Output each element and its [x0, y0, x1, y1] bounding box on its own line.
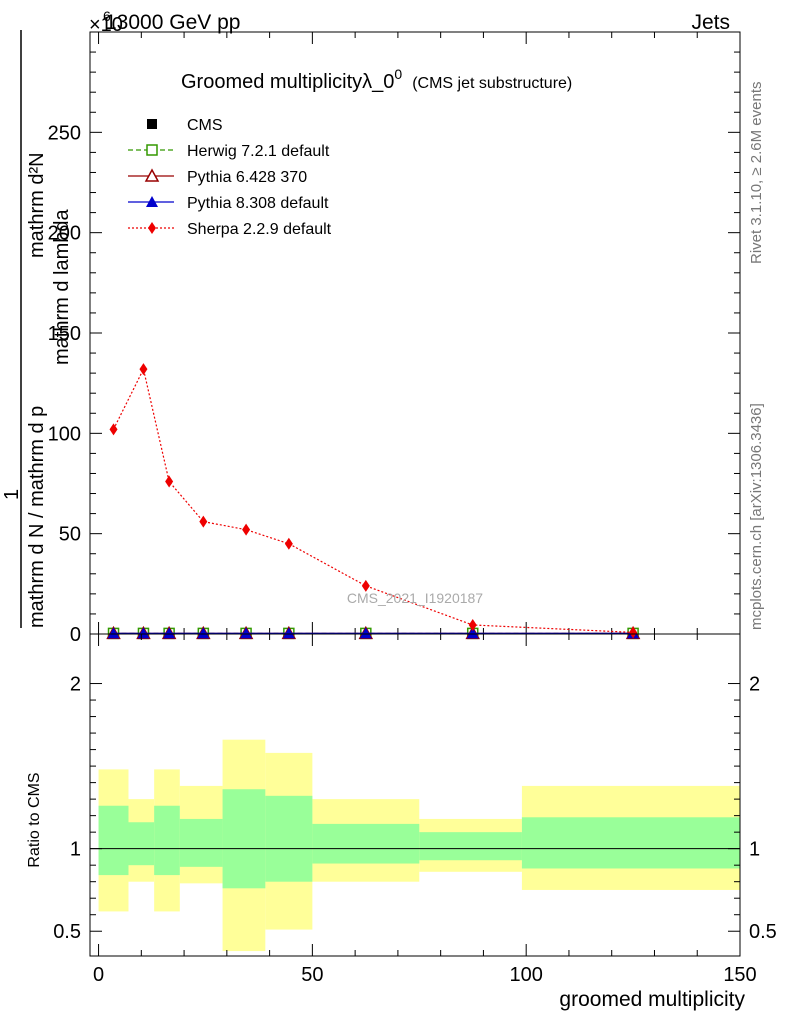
y-tick-label-zero: 0	[70, 624, 81, 646]
ylabel-numerator: mathrm d²N	[26, 152, 48, 258]
data-point	[359, 627, 372, 639]
legend-entry: Herwig 7.2.1 default	[128, 143, 330, 160]
ratio-band-inner	[179, 818, 223, 867]
legend-entry: Pythia 8.308 default	[128, 195, 329, 212]
ratio-band-inner	[521, 817, 740, 869]
data-point	[468, 618, 477, 631]
main-ylabel: mathrm d²N 1 mathrm d N / mathrm d p mat…	[1, 30, 73, 628]
exponent-power: 6	[103, 8, 111, 24]
data-point	[629, 626, 638, 639]
ylabel-prefix: 1	[1, 489, 23, 500]
ratio-frame	[89, 633, 741, 957]
series-4	[109, 363, 638, 639]
energy-label: 13000 GeV pp	[105, 11, 240, 34]
y-tick-label: 200	[48, 223, 81, 245]
legend-label: Sherpa 2.2.9 default	[187, 221, 332, 238]
legend: CMS Herwig 7.2.1 default Pythia 6.428 370 P…	[128, 117, 332, 238]
legend-entry: Pythia 6.428 370	[128, 168, 307, 186]
ratio-bands	[90, 739, 740, 952]
y-tick-label: 150	[48, 323, 81, 345]
data-point	[107, 627, 120, 639]
data-point	[163, 627, 176, 639]
data-point	[466, 627, 479, 639]
legend-label: Pythia 6.428 370	[187, 169, 307, 186]
ratio-band-inner	[98, 805, 129, 876]
series-line	[112, 367, 634, 633]
data-point	[139, 363, 148, 376]
legend-marker	[146, 196, 158, 207]
ratio-band-inner	[154, 805, 180, 876]
exponent-label: ×10	[89, 14, 123, 36]
series-3	[107, 627, 640, 639]
data-point	[197, 627, 210, 639]
legend-label: CMS	[187, 117, 223, 134]
data-point	[284, 537, 293, 550]
ratio-band-inner	[265, 795, 313, 882]
data-point	[109, 423, 118, 436]
x-tick-label: 100	[509, 964, 542, 986]
ratio-y-tick-label: 2	[70, 674, 81, 696]
legend-marker	[148, 222, 156, 234]
analysis-label: CMS_2021_I1920187	[347, 590, 483, 606]
ratio-band-inner	[222, 789, 266, 889]
ratio-y-tick-label: 1	[70, 839, 81, 861]
plot-title-sub: (CMS jet substructure)	[412, 75, 572, 92]
plot-title-main: Groomed multiplicityλ_0	[181, 71, 394, 93]
ratio-y-tick-label-right: 1	[749, 839, 760, 861]
data-point	[240, 627, 253, 639]
data-point	[199, 515, 208, 528]
legend-label: Pythia 8.308 default	[187, 195, 329, 212]
plot-title: Groomed multiplicityλ_00 (CMS jet substru…	[181, 66, 572, 93]
x-tick-label: 50	[301, 964, 323, 986]
legend-entry: CMS	[147, 117, 223, 134]
plot-title-sup: 0	[394, 66, 402, 82]
x-tick-label: 0	[93, 964, 104, 986]
ratio-band-inner	[419, 832, 522, 861]
y-tick-label: 100	[48, 423, 81, 445]
data-point	[361, 579, 370, 592]
y-tick-label: 250	[48, 122, 81, 144]
ratio-band-inner	[128, 822, 155, 866]
data-point	[242, 523, 251, 536]
ylabel-denominator-1: mathrm d N / mathrm d p	[26, 406, 48, 628]
x-tick-label: 150	[723, 964, 756, 986]
ratio-y-tick-label: 0.5	[53, 921, 81, 943]
main-axes: 50 100 150 200 250 0	[48, 32, 741, 646]
category-label: Jets	[691, 11, 730, 34]
ratio-ylabel: Ratio to CMS	[26, 772, 43, 867]
legend-marker	[144, 168, 160, 182]
data-point	[165, 475, 174, 488]
legend-marker	[147, 119, 157, 129]
ratio-band-inner	[312, 823, 420, 864]
xaxis-label: groomed multiplicity	[559, 988, 745, 1011]
legend-entry: Sherpa 2.2.9 default	[128, 221, 332, 238]
ylabel-denominator-3: mathrm d lambda	[51, 209, 73, 365]
mcplots-label: mcplots.cern.ch [arXiv:1306.3436]	[748, 403, 765, 630]
data-point	[282, 627, 295, 639]
legend-label: Herwig 7.2.1 default	[187, 143, 330, 160]
y-tick-label: 50	[59, 524, 81, 546]
data-point	[137, 627, 150, 639]
rivet-label: Rivet 3.1.10, ≥ 2.6M events	[748, 82, 765, 265]
ratio-y-tick-label-right: 2	[749, 674, 760, 696]
ratio-axes: 0.5 0.5 1 1 2 2 0 50 100 150	[53, 634, 777, 986]
legend-marker	[146, 144, 158, 156]
ratio-y-tick-label-right: 0.5	[749, 921, 777, 943]
main-data	[106, 363, 641, 640]
